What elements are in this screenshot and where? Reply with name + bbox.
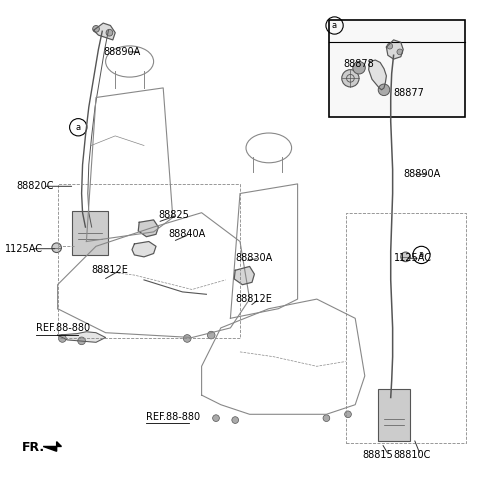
FancyBboxPatch shape bbox=[329, 20, 465, 117]
Circle shape bbox=[397, 49, 403, 55]
Circle shape bbox=[401, 252, 410, 262]
Circle shape bbox=[378, 84, 390, 96]
Circle shape bbox=[93, 26, 99, 32]
Text: REF.88-880: REF.88-880 bbox=[36, 323, 90, 333]
Polygon shape bbox=[386, 40, 403, 59]
Circle shape bbox=[345, 411, 351, 418]
Polygon shape bbox=[234, 267, 254, 284]
Text: 88877: 88877 bbox=[394, 88, 424, 98]
Text: 88890A: 88890A bbox=[403, 170, 441, 179]
Text: a: a bbox=[419, 251, 424, 259]
Polygon shape bbox=[58, 332, 106, 342]
Circle shape bbox=[106, 29, 113, 36]
Polygon shape bbox=[43, 441, 61, 451]
Text: 88820C: 88820C bbox=[17, 181, 54, 191]
Circle shape bbox=[387, 43, 393, 49]
Text: 88812E: 88812E bbox=[235, 294, 272, 304]
Circle shape bbox=[323, 415, 330, 422]
Polygon shape bbox=[369, 60, 386, 90]
Circle shape bbox=[207, 331, 215, 339]
Text: 88812E: 88812E bbox=[91, 265, 128, 275]
Text: 88878: 88878 bbox=[343, 59, 374, 69]
Circle shape bbox=[353, 61, 365, 74]
Circle shape bbox=[213, 415, 219, 422]
Circle shape bbox=[232, 417, 239, 424]
Circle shape bbox=[183, 335, 191, 342]
Text: FR.: FR. bbox=[22, 441, 45, 455]
Text: 88810C: 88810C bbox=[394, 450, 431, 460]
Text: 88830A: 88830A bbox=[235, 253, 273, 263]
Circle shape bbox=[78, 337, 85, 345]
Circle shape bbox=[342, 70, 359, 87]
Text: 88840A: 88840A bbox=[168, 229, 205, 239]
Circle shape bbox=[59, 335, 66, 342]
Text: 88890A: 88890A bbox=[103, 47, 141, 57]
Polygon shape bbox=[138, 220, 158, 237]
Text: 1125AC: 1125AC bbox=[394, 253, 432, 263]
Text: 1125AC: 1125AC bbox=[5, 244, 43, 254]
Polygon shape bbox=[94, 23, 115, 40]
Text: a: a bbox=[76, 123, 81, 132]
Text: REF.88-880: REF.88-880 bbox=[146, 412, 201, 422]
Text: a: a bbox=[332, 21, 337, 30]
Circle shape bbox=[52, 243, 61, 253]
Text: 88825: 88825 bbox=[158, 210, 189, 220]
FancyBboxPatch shape bbox=[72, 211, 108, 256]
Polygon shape bbox=[132, 242, 156, 257]
Text: 88815: 88815 bbox=[362, 450, 393, 460]
FancyBboxPatch shape bbox=[378, 389, 410, 441]
